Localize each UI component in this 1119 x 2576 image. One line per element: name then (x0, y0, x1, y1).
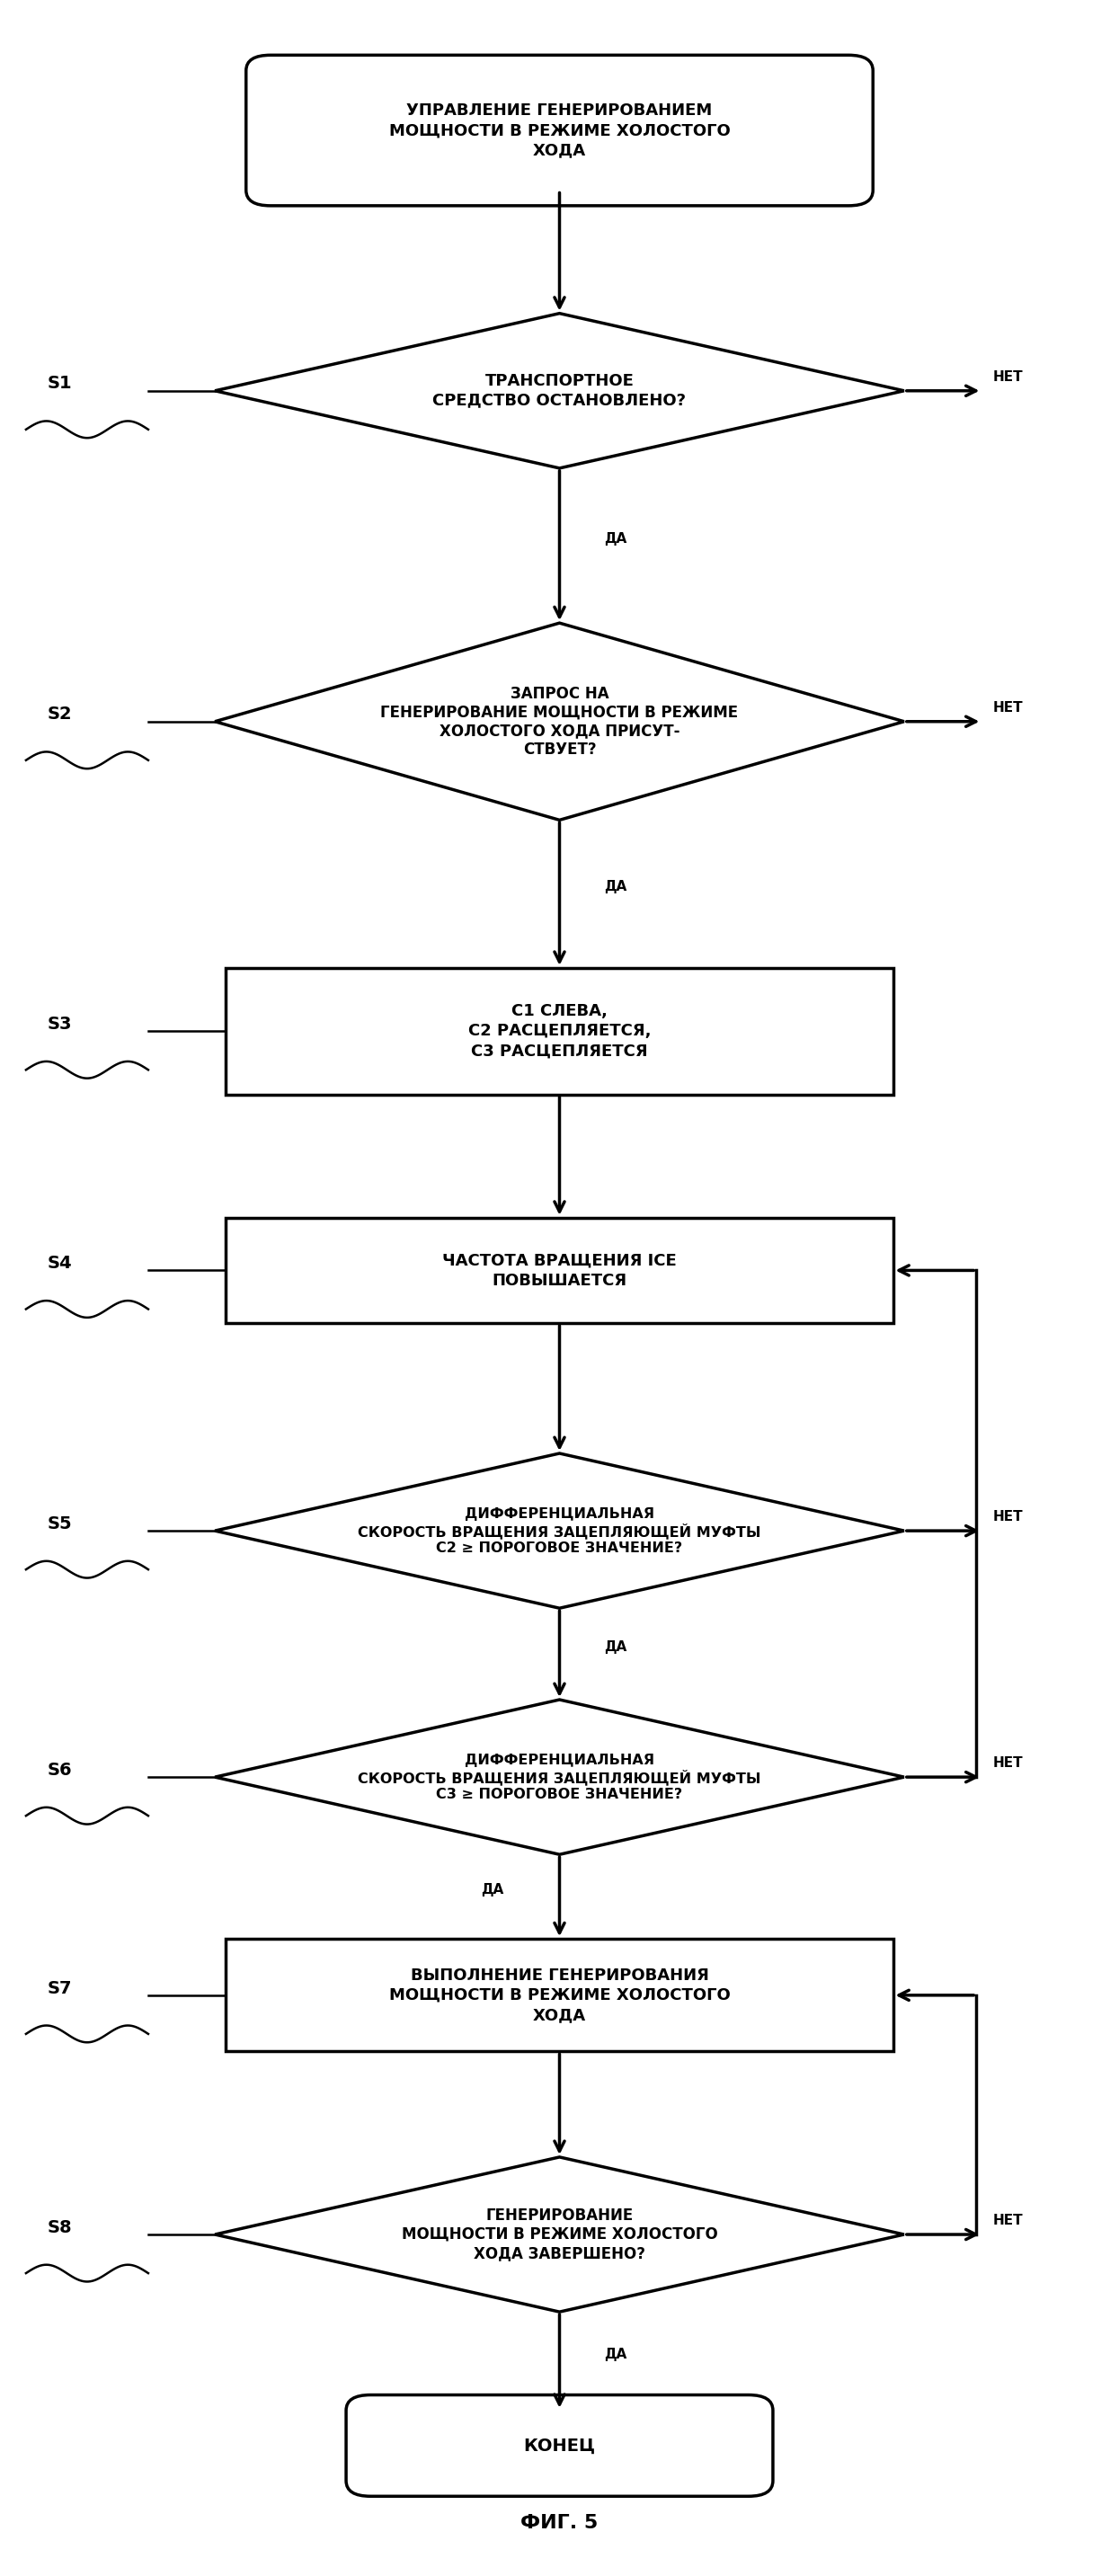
Text: ДА: ДА (604, 881, 627, 894)
Text: ФИГ. 5: ФИГ. 5 (520, 2514, 599, 2532)
FancyBboxPatch shape (246, 54, 873, 206)
Text: ДА: ДА (604, 1641, 627, 1654)
Polygon shape (215, 623, 904, 819)
Text: УПРАВЛЕНИЕ ГЕНЕРИРОВАНИЕМ
МОЩНОСТИ В РЕЖИМЕ ХОЛОСТОГО
ХОДА: УПРАВЛЕНИЕ ГЕНЕРИРОВАНИЕМ МОЩНОСТИ В РЕЖ… (388, 103, 731, 160)
Bar (226, 969, 893, 1095)
Text: НЕТ: НЕТ (993, 371, 1023, 384)
Polygon shape (215, 1700, 904, 1855)
Text: S3: S3 (47, 1015, 72, 1033)
Text: ДА: ДА (604, 531, 627, 546)
Text: ГЕНЕРИРОВАНИЕ
МОЩНОСТИ В РЕЖИМЕ ХОЛОСТОГО
ХОДА ЗАВЕРШЕНО?: ГЕНЕРИРОВАНИЕ МОЩНОСТИ В РЕЖИМЕ ХОЛОСТОГ… (402, 2208, 717, 2262)
Text: С1 СЛЕВА,
С2 РАСЦЕПЛЯЕТСЯ,
С3 РАСЦЕПЛЯЕТСЯ: С1 СЛЕВА, С2 РАСЦЕПЛЯЕТСЯ, С3 РАСЦЕПЛЯЕТ… (468, 1002, 651, 1059)
Bar (226, 1940, 893, 2050)
Text: НЕТ: НЕТ (993, 1510, 1023, 1522)
Text: ЗАПРОС НА
ГЕНЕРИРОВАНИЕ МОЩНОСТИ В РЕЖИМЕ
ХОЛОСТОГО ХОДА ПРИСУТ-
СТВУЕТ?: ЗАПРОС НА ГЕНЕРИРОВАНИЕ МОЩНОСТИ В РЕЖИМ… (380, 685, 739, 757)
FancyBboxPatch shape (346, 2396, 773, 2496)
Text: S2: S2 (47, 706, 72, 724)
Text: ДА: ДА (604, 2347, 627, 2360)
Polygon shape (215, 1453, 904, 1607)
Polygon shape (215, 314, 904, 469)
Text: S4: S4 (47, 1255, 72, 1273)
Text: ДА: ДА (481, 1883, 504, 1896)
Text: КОНЕЦ: КОНЕЦ (524, 2437, 595, 2455)
Text: ЧАСТОТА ВРАЩЕНИЯ ICE
ПОВЫШАЕТСЯ: ЧАСТОТА ВРАЩЕНИЯ ICE ПОВЫШАЕТСЯ (442, 1252, 677, 1288)
Text: S5: S5 (47, 1515, 72, 1533)
Text: ТРАНСПОРТНОЕ
СРЕДСТВО ОСТАНОВЛЕНО?: ТРАНСПОРТНОЕ СРЕДСТВО ОСТАНОВЛЕНО? (433, 374, 686, 407)
Polygon shape (215, 2156, 904, 2311)
Bar (226, 1218, 893, 1324)
Text: S7: S7 (47, 1978, 72, 1996)
Text: ДИФФЕРЕНЦИАЛЬНАЯ
СКОРОСТЬ ВРАЩЕНИЯ ЗАЦЕПЛЯЮЩЕЙ МУФТЫ
С2 ≥ ПОРОГОВОЕ ЗНАЧЕНИЕ?: ДИФФЕРЕНЦИАЛЬНАЯ СКОРОСТЬ ВРАЩЕНИЯ ЗАЦЕП… (358, 1507, 761, 1556)
Text: ДИФФЕРЕНЦИАЛЬНАЯ
СКОРОСТЬ ВРАЩЕНИЯ ЗАЦЕПЛЯЮЩЕЙ МУФТЫ
С3 ≥ ПОРОГОВОЕ ЗНАЧЕНИЕ?: ДИФФЕРЕНЦИАЛЬНАЯ СКОРОСТЬ ВРАЩЕНИЯ ЗАЦЕП… (358, 1754, 761, 1801)
Text: S6: S6 (47, 1762, 72, 1777)
Text: НЕТ: НЕТ (993, 701, 1023, 714)
Text: НЕТ: НЕТ (993, 1757, 1023, 1770)
Text: S8: S8 (47, 2218, 72, 2236)
Text: S1: S1 (47, 376, 72, 392)
Text: НЕТ: НЕТ (993, 2213, 1023, 2228)
Text: ВЫПОЛНЕНИЕ ГЕНЕРИРОВАНИЯ
МОЩНОСТИ В РЕЖИМЕ ХОЛОСТОГО
ХОДА: ВЫПОЛНЕНИЕ ГЕНЕРИРОВАНИЯ МОЩНОСТИ В РЕЖИ… (388, 1968, 731, 2022)
